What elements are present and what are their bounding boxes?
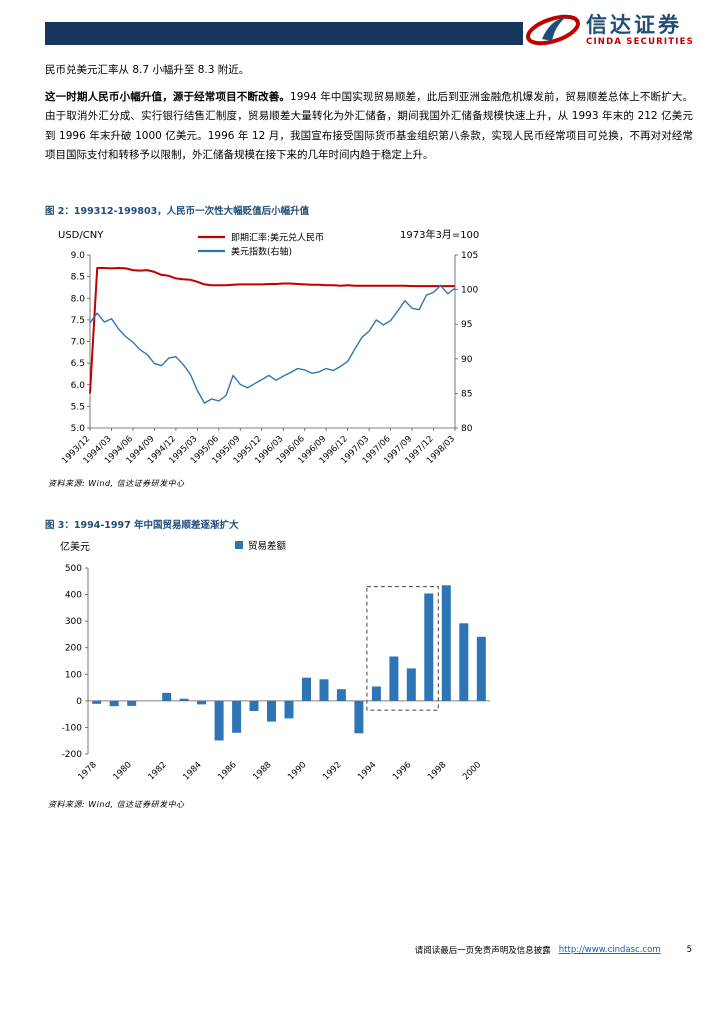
svg-text:1996: 1996 (391, 760, 413, 782)
svg-text:1980: 1980 (111, 760, 133, 782)
svg-text:0: 0 (76, 697, 82, 707)
svg-text:105: 105 (461, 251, 478, 261)
svg-text:-100: -100 (62, 723, 83, 733)
svg-text:80: 80 (461, 424, 473, 434)
svg-text:5.5: 5.5 (71, 402, 85, 412)
svg-text:400: 400 (65, 591, 82, 601)
figure2-caption: 图 2：199312-199803，人民币一次性大幅贬值后小幅升值 (45, 206, 310, 217)
svg-text:7.5: 7.5 (71, 316, 85, 326)
svg-text:100: 100 (461, 286, 478, 296)
figure3-source: 资料来源: Wind, 信达证券研发中心 (48, 800, 185, 809)
svg-text:美元指数(右轴): 美元指数(右轴) (231, 246, 292, 258)
svg-text:300: 300 (65, 617, 82, 627)
svg-text:9.0: 9.0 (71, 251, 86, 261)
svg-text:5.0: 5.0 (71, 424, 86, 434)
paragraph-lead-bold: 这一时期人民币小幅升值，源于经常项目不断改善。 (45, 91, 291, 103)
figure3-caption: 图 3：1994-1997 年中国贸易顺差逐渐扩大 (45, 520, 239, 531)
svg-text:1988: 1988 (251, 760, 273, 782)
svg-text:200: 200 (65, 644, 82, 654)
svg-text:即期汇率:美元兑人民币: 即期汇率:美元兑人民币 (231, 232, 324, 244)
svg-text:6.5: 6.5 (71, 359, 85, 369)
svg-text:1984: 1984 (181, 760, 203, 782)
svg-text:1973年3月=100: 1973年3月=100 (400, 228, 479, 241)
logo-text: 信达证券 CINDA SECURITIES (586, 13, 694, 47)
svg-text:6.0: 6.0 (71, 381, 86, 391)
header-bar (45, 22, 523, 45)
page-footer: 请阅读最后一页免责声明及信息披露 http://www.cindasc.com … (45, 944, 692, 956)
svg-text:亿美元: 亿美元 (60, 540, 90, 553)
svg-text:1978: 1978 (76, 760, 98, 782)
figure2-source: 资料来源: Wind, 信达证券研发中心 (48, 479, 185, 488)
logo-name-chinese: 信达证券 (586, 12, 682, 37)
svg-text:90: 90 (461, 355, 473, 365)
cindasc-link[interactable]: http://www.cindasc.com (558, 945, 661, 955)
svg-text:2000: 2000 (461, 760, 483, 782)
svg-text:1994: 1994 (356, 760, 378, 782)
logo-name-english: CINDA SECURITIES (586, 37, 694, 48)
svg-text:95: 95 (461, 320, 472, 330)
svg-text:1982: 1982 (146, 760, 168, 782)
svg-text:7.0: 7.0 (71, 338, 86, 348)
svg-text:100: 100 (65, 670, 82, 680)
trade-balance-bar-chart: -200 -100 0 100 200 300 400 500 1978 1980 1982 1984… (60, 540, 490, 782)
cinda-logo-icon (526, 14, 580, 46)
svg-text:USD/CNY: USD/CNY (58, 230, 104, 241)
intro-line: 民币兑美元汇率从 8.7 小幅升至 8.3 附近。 (45, 64, 250, 76)
fx-rate-usd-index-chart: 5.0 5.5 6.0 6.5 7.0 7.5 8.0 8.5 9.0 80 85 90 95 100 10… (58, 228, 479, 466)
svg-text:1986: 1986 (216, 760, 238, 782)
svg-text:1998: 1998 (426, 760, 448, 782)
page-number: 5 (686, 945, 692, 955)
footer-disclaimer: 请阅读最后一页免责声明及信息披露 (414, 946, 551, 956)
svg-text:500: 500 (65, 564, 82, 574)
company-logo: 信达证券 CINDA SECURITIES (525, 8, 694, 52)
svg-text:1990: 1990 (286, 760, 308, 782)
svg-text:-200: -200 (62, 750, 83, 760)
svg-text:8.0: 8.0 (71, 294, 86, 304)
svg-text:85: 85 (461, 389, 472, 399)
paragraph-text: 1994 年中国实现贸易顺差，此后到亚洲金融危机爆发前，贸易顺差总体上不断扩大。… (45, 91, 693, 162)
body-paragraph: 这一时期人民币小幅升值，源于经常项目不断改善。1994 年中国实现贸易顺差，此后… (45, 88, 693, 166)
svg-text:8.5: 8.5 (71, 273, 85, 283)
svg-text:贸易差额: 贸易差额 (248, 540, 287, 552)
svg-text:1992: 1992 (321, 760, 343, 782)
